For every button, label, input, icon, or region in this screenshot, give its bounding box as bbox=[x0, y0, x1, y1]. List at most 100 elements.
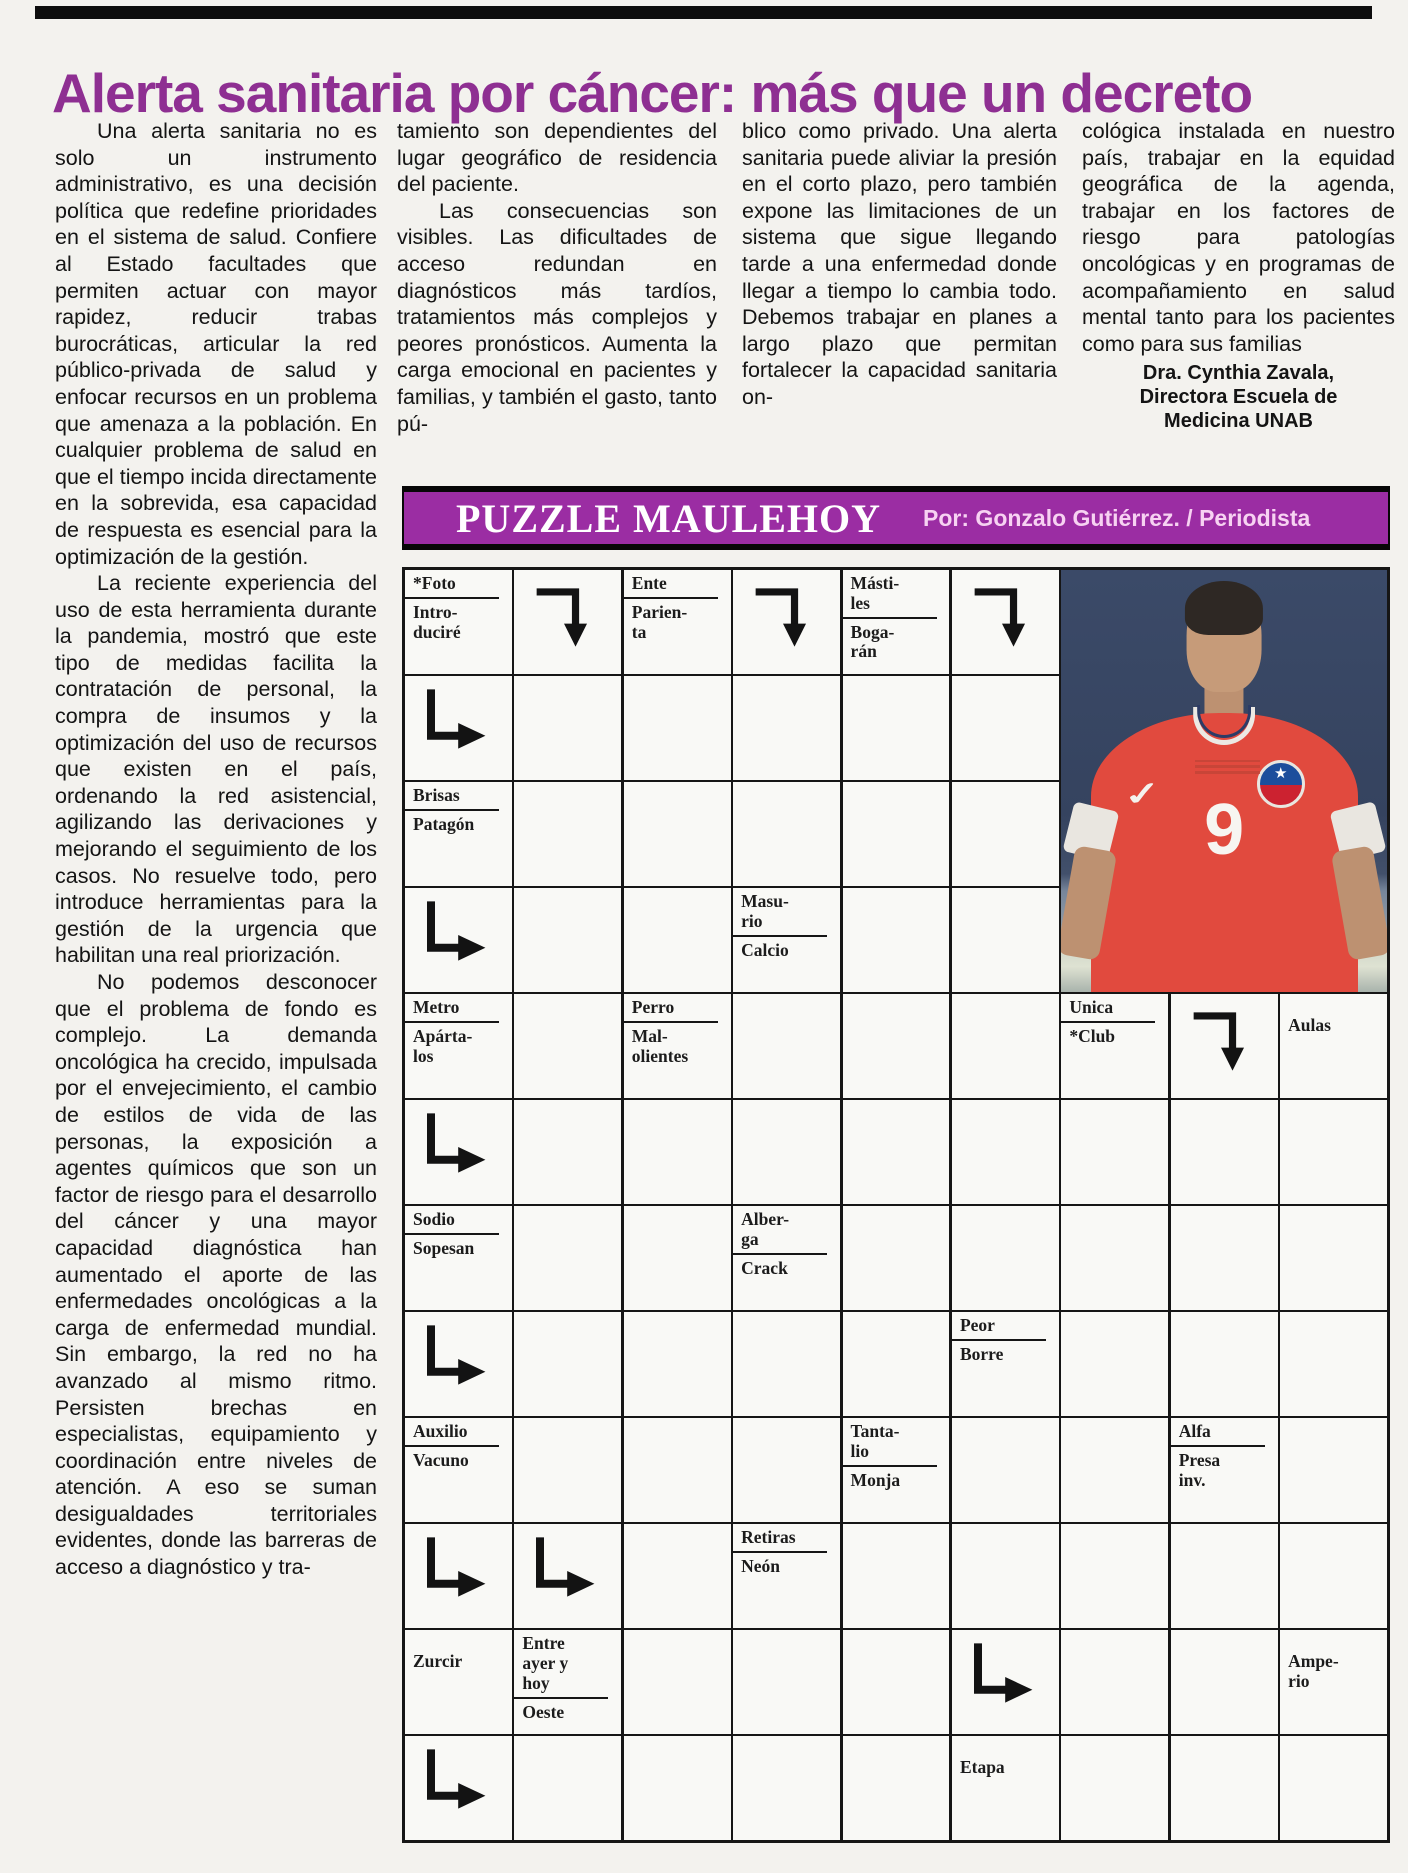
answer-cell[interactable] bbox=[514, 1206, 622, 1310]
puzzle-grid: *Foto Intro- duciré Ente Parien- ta Másti- l… bbox=[402, 567, 1390, 1843]
answer-cell[interactable] bbox=[1280, 1524, 1387, 1628]
answer-cell[interactable] bbox=[733, 782, 841, 886]
answer-cell[interactable] bbox=[842, 782, 950, 886]
clue-text-top: Entre ayer y hoy bbox=[514, 1630, 609, 1699]
answer-cell[interactable] bbox=[1170, 1312, 1278, 1416]
answer-cell[interactable] bbox=[514, 1736, 622, 1840]
clue-text-bottom: Boga- rán bbox=[850, 621, 895, 662]
answer-cell[interactable] bbox=[733, 1736, 841, 1840]
answer-cell[interactable] bbox=[951, 1524, 1059, 1628]
answer-cell[interactable] bbox=[1280, 1736, 1387, 1840]
answer-cell[interactable] bbox=[951, 1100, 1059, 1204]
chile-crest-icon: ★ bbox=[1256, 759, 1305, 808]
clue-text-bottom: Neón bbox=[741, 1556, 781, 1577]
arrow-down-right-icon bbox=[405, 1312, 512, 1416]
clue-text-bottom: Sopesan bbox=[413, 1238, 475, 1258]
answer-cell[interactable] bbox=[951, 994, 1059, 1098]
answer-cell[interactable] bbox=[1170, 1100, 1278, 1204]
answer-cell[interactable] bbox=[842, 1630, 950, 1734]
clue-text-bottom: Apárta- los bbox=[413, 1025, 473, 1066]
clue-text-top: Tanta- lio bbox=[842, 1418, 937, 1467]
answer-cell[interactable] bbox=[1280, 1100, 1387, 1204]
byline-role-2: Medicina UNAB bbox=[1164, 410, 1313, 433]
answer-cell[interactable] bbox=[623, 676, 731, 780]
clue-cell: Ampe- rio bbox=[1280, 1630, 1387, 1734]
answer-cell[interactable] bbox=[842, 1206, 950, 1310]
answer-cell[interactable] bbox=[1061, 1524, 1169, 1628]
answer-cell[interactable] bbox=[514, 1100, 622, 1204]
byline-author: Dra. Cynthia Zavala, bbox=[1142, 362, 1335, 385]
answer-cell[interactable] bbox=[1061, 1206, 1169, 1310]
clue-text-top: Retiras bbox=[733, 1524, 828, 1554]
clue-cell: Unica *Club bbox=[1061, 994, 1169, 1098]
answer-cell[interactable] bbox=[623, 1206, 731, 1310]
answer-cell[interactable] bbox=[1170, 1736, 1278, 1840]
answer-cell[interactable] bbox=[733, 1100, 841, 1204]
answer-cell[interactable] bbox=[733, 1630, 841, 1734]
answer-cell[interactable] bbox=[623, 1312, 731, 1416]
answer-cell[interactable] bbox=[514, 888, 622, 992]
answer-cell[interactable] bbox=[623, 888, 731, 992]
clue-text-top: Zurcir bbox=[413, 1651, 463, 1672]
byline: Dra. Cynthia Zavala, Directora Escuela d… bbox=[1082, 361, 1395, 433]
answer-cell[interactable] bbox=[1170, 1630, 1278, 1734]
clue-text-top: Etapa bbox=[959, 1757, 1005, 1778]
answer-cell[interactable] bbox=[842, 1736, 950, 1840]
answer-cell[interactable] bbox=[1061, 1312, 1169, 1416]
answer-cell[interactable] bbox=[951, 1206, 1059, 1310]
answer-cell[interactable] bbox=[623, 1100, 731, 1204]
answer-cell[interactable] bbox=[733, 1418, 841, 1522]
answer-cell[interactable] bbox=[951, 782, 1059, 886]
answer-cell[interactable] bbox=[1280, 1312, 1387, 1416]
article-paragraph: Una alerta sanitaria no es solo un instr… bbox=[55, 119, 377, 569]
answer-cell[interactable] bbox=[842, 994, 950, 1098]
answer-cell[interactable] bbox=[1061, 1736, 1169, 1840]
clue-text-top: Masu- rio bbox=[733, 888, 828, 937]
answer-cell[interactable] bbox=[623, 782, 731, 886]
clue-cell: Ente Parien- ta bbox=[623, 570, 731, 674]
clue-cell: Peor Borre bbox=[951, 1312, 1059, 1416]
article-paragraph: tamiento son dependientes del lugar geog… bbox=[397, 119, 717, 197]
answer-cell[interactable] bbox=[514, 1418, 622, 1522]
answer-cell[interactable] bbox=[733, 994, 841, 1098]
answer-cell[interactable] bbox=[514, 1312, 622, 1416]
answer-cell[interactable] bbox=[1170, 1206, 1278, 1310]
answer-cell[interactable] bbox=[733, 676, 841, 780]
page-title: Alerta sanitaria por cáncer: más que un … bbox=[52, 61, 1253, 124]
answer-cell[interactable] bbox=[623, 1630, 731, 1734]
article-paragraph: No podemos desconocer que el problema de… bbox=[55, 970, 377, 1580]
answer-cell[interactable] bbox=[1280, 1206, 1387, 1310]
clue-text-bottom: Patagón bbox=[413, 813, 475, 834]
answer-cell[interactable] bbox=[1061, 1418, 1169, 1522]
article-paragraph: Las consecuencias son visibles. Las difi… bbox=[397, 198, 717, 436]
answer-cell[interactable] bbox=[951, 888, 1059, 992]
answer-cell[interactable] bbox=[842, 1100, 950, 1204]
nike-swoosh-icon: ✓ bbox=[1121, 775, 1164, 814]
jersey-number: 9 bbox=[1204, 790, 1245, 871]
answer-cell[interactable] bbox=[842, 1312, 950, 1416]
photo-player-hair bbox=[1185, 580, 1264, 636]
answer-cell[interactable] bbox=[623, 1524, 731, 1628]
clue-text-top: Ampe- rio bbox=[1288, 1651, 1339, 1692]
answer-cell[interactable] bbox=[733, 1312, 841, 1416]
clue-cell: Sodio Sopesan bbox=[405, 1206, 512, 1310]
answer-cell[interactable] bbox=[951, 676, 1059, 780]
answer-cell[interactable] bbox=[842, 1524, 950, 1628]
answer-cell[interactable] bbox=[951, 1418, 1059, 1522]
answer-cell[interactable] bbox=[1170, 1524, 1278, 1628]
answer-cell[interactable] bbox=[1061, 1100, 1169, 1204]
byline-role-1: Directora Escuela de bbox=[1139, 386, 1338, 409]
answer-cell[interactable] bbox=[842, 676, 950, 780]
answer-cell[interactable] bbox=[514, 676, 622, 780]
answer-cell[interactable] bbox=[623, 1736, 731, 1840]
arrow-right-down-icon bbox=[514, 570, 622, 674]
answer-cell[interactable] bbox=[623, 1418, 731, 1522]
article-column-2: tamiento son dependientes del lugar geog… bbox=[397, 118, 717, 437]
answer-cell[interactable] bbox=[1280, 1418, 1387, 1522]
answer-cell[interactable] bbox=[514, 782, 622, 886]
clue-cell: Auxilio Vacuno bbox=[405, 1418, 512, 1522]
answer-cell[interactable] bbox=[1061, 1630, 1169, 1734]
clue-text-top: Aulas bbox=[1288, 1015, 1331, 1036]
answer-cell[interactable] bbox=[514, 994, 622, 1098]
answer-cell[interactable] bbox=[842, 888, 950, 992]
